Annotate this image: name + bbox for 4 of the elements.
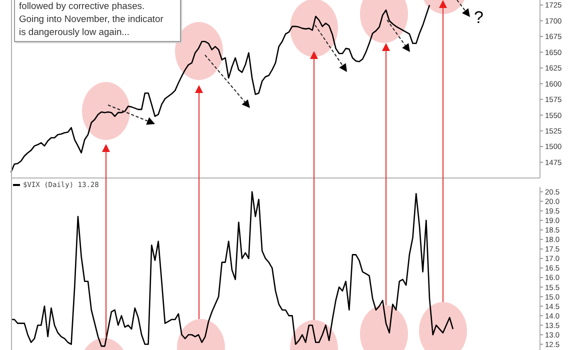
line-series [10, 191, 454, 347]
line-series [10, 4, 430, 173]
annotation: ? [474, 8, 484, 28]
annotation: followed by corrective phases. Going into November, the indicator is dangerously low again... [14, 0, 181, 42]
